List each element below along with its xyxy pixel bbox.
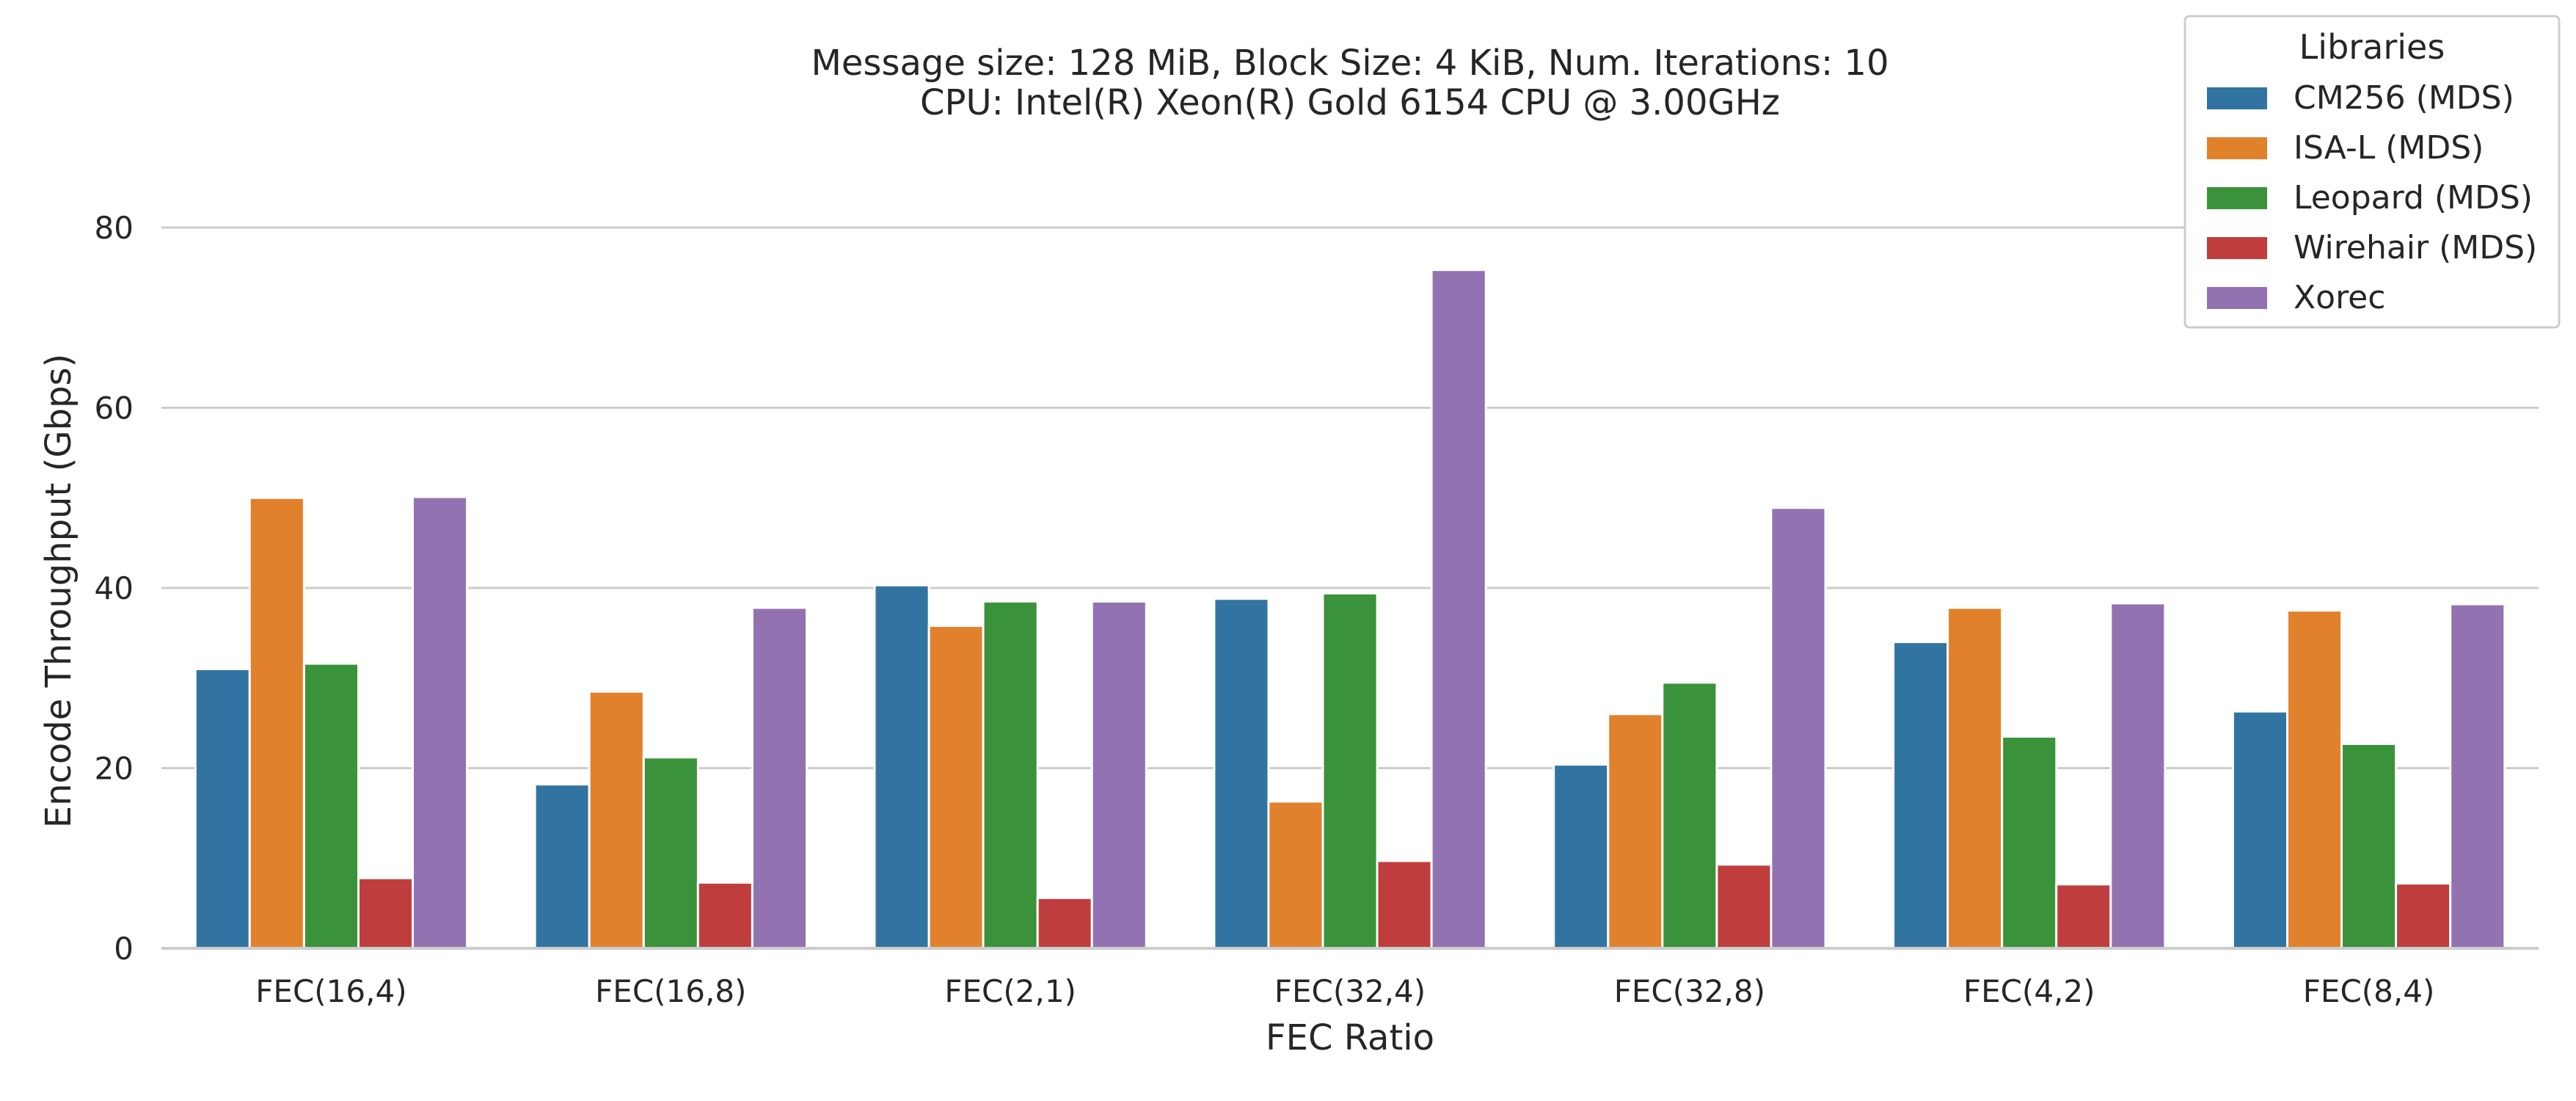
bar — [1715, 863, 1773, 950]
bar — [248, 496, 305, 950]
bar — [2055, 883, 2112, 950]
x-tick-label: FEC(32,4) — [1274, 973, 1426, 1009]
chart-title-line2: CPU: Intel(R) Xeon(R) Gold 6154 CPU @ 3.… — [920, 82, 1780, 123]
legend-title: Libraries — [2299, 27, 2445, 67]
bar — [751, 606, 809, 950]
x-tick-label: FEC(16,4) — [255, 973, 406, 1009]
bars — [194, 269, 2506, 950]
legend-swatch — [2207, 187, 2267, 209]
axes: 0 20 40 60 80 FEC(16,4) FEC(16,8) FEC(2,1) FEC(3… — [95, 210, 2539, 1009]
legend-entry-label: Leopard (MDS) — [2294, 179, 2533, 217]
x-tick-label: FEC(8,4) — [2303, 973, 2435, 1009]
bar — [2109, 602, 2167, 950]
bar — [357, 876, 415, 950]
bar — [2001, 735, 2058, 950]
bar — [1376, 860, 1433, 950]
y-axis-label: Encode Throughput (Gbps) — [38, 354, 79, 828]
bar — [696, 881, 754, 950]
bar — [1661, 681, 1718, 950]
legend-entry-label: CM256 (MDS) — [2294, 79, 2514, 117]
bar — [2395, 882, 2452, 950]
bar — [533, 783, 591, 950]
x-tick-label: FEC(2,1) — [944, 973, 1076, 1009]
legend-swatch — [2207, 237, 2267, 259]
bar — [1770, 506, 1827, 950]
bar — [982, 600, 1039, 950]
y-tick-label: 80 — [95, 210, 134, 246]
x-tick-label: FEC(32,8) — [1614, 973, 1765, 1009]
bar — [642, 756, 699, 950]
chart-title-line1: Message size: 128 MiB, Block Size: 4 KiB… — [811, 43, 1889, 84]
legend: Libraries CM256 (MDS) ISA-L (MDS) Leopard … — [2183, 15, 2561, 329]
bar — [2286, 609, 2343, 950]
y-tick-label: 40 — [95, 570, 134, 606]
bar — [873, 584, 930, 950]
bar — [588, 690, 645, 950]
legend-swatch — [2207, 137, 2267, 159]
bar — [1321, 592, 1379, 950]
bar — [302, 662, 360, 950]
y-tick-label: 20 — [95, 751, 134, 787]
y-tick-label: 0 — [114, 931, 134, 967]
legend-swatch — [2207, 87, 2267, 109]
bar — [1090, 600, 1147, 950]
bar — [927, 625, 985, 950]
bar — [1267, 800, 1324, 950]
legend-entry-label: Xorec — [2294, 279, 2385, 316]
legend-items: CM256 (MDS) ISA-L (MDS) Leopard (MDS) Wireh… — [2207, 79, 2537, 316]
x-axis-label: FEC Ratio — [1266, 1017, 1434, 1058]
bar — [1036, 896, 1093, 950]
x-tick-label: FEC(16,8) — [595, 973, 746, 1009]
bar — [1892, 641, 1949, 950]
bar — [1946, 606, 2004, 950]
legend-entry-label: Wirehair (MDS) — [2294, 229, 2537, 266]
y-tick-label: 60 — [95, 390, 134, 426]
bar — [1213, 597, 1270, 950]
bar — [412, 495, 469, 950]
legend-entry-label: ISA-L (MDS) — [2294, 129, 2484, 167]
bar — [2449, 603, 2506, 950]
x-tick-label: FEC(4,2) — [1963, 973, 2095, 1009]
bar — [2231, 710, 2288, 950]
bar — [1552, 763, 1610, 950]
bar — [2340, 742, 2398, 950]
bar — [194, 668, 251, 950]
bar — [1607, 713, 1664, 950]
bar — [1430, 269, 1487, 950]
legend-swatch — [2207, 287, 2267, 309]
legend-box — [2183, 15, 2561, 329]
